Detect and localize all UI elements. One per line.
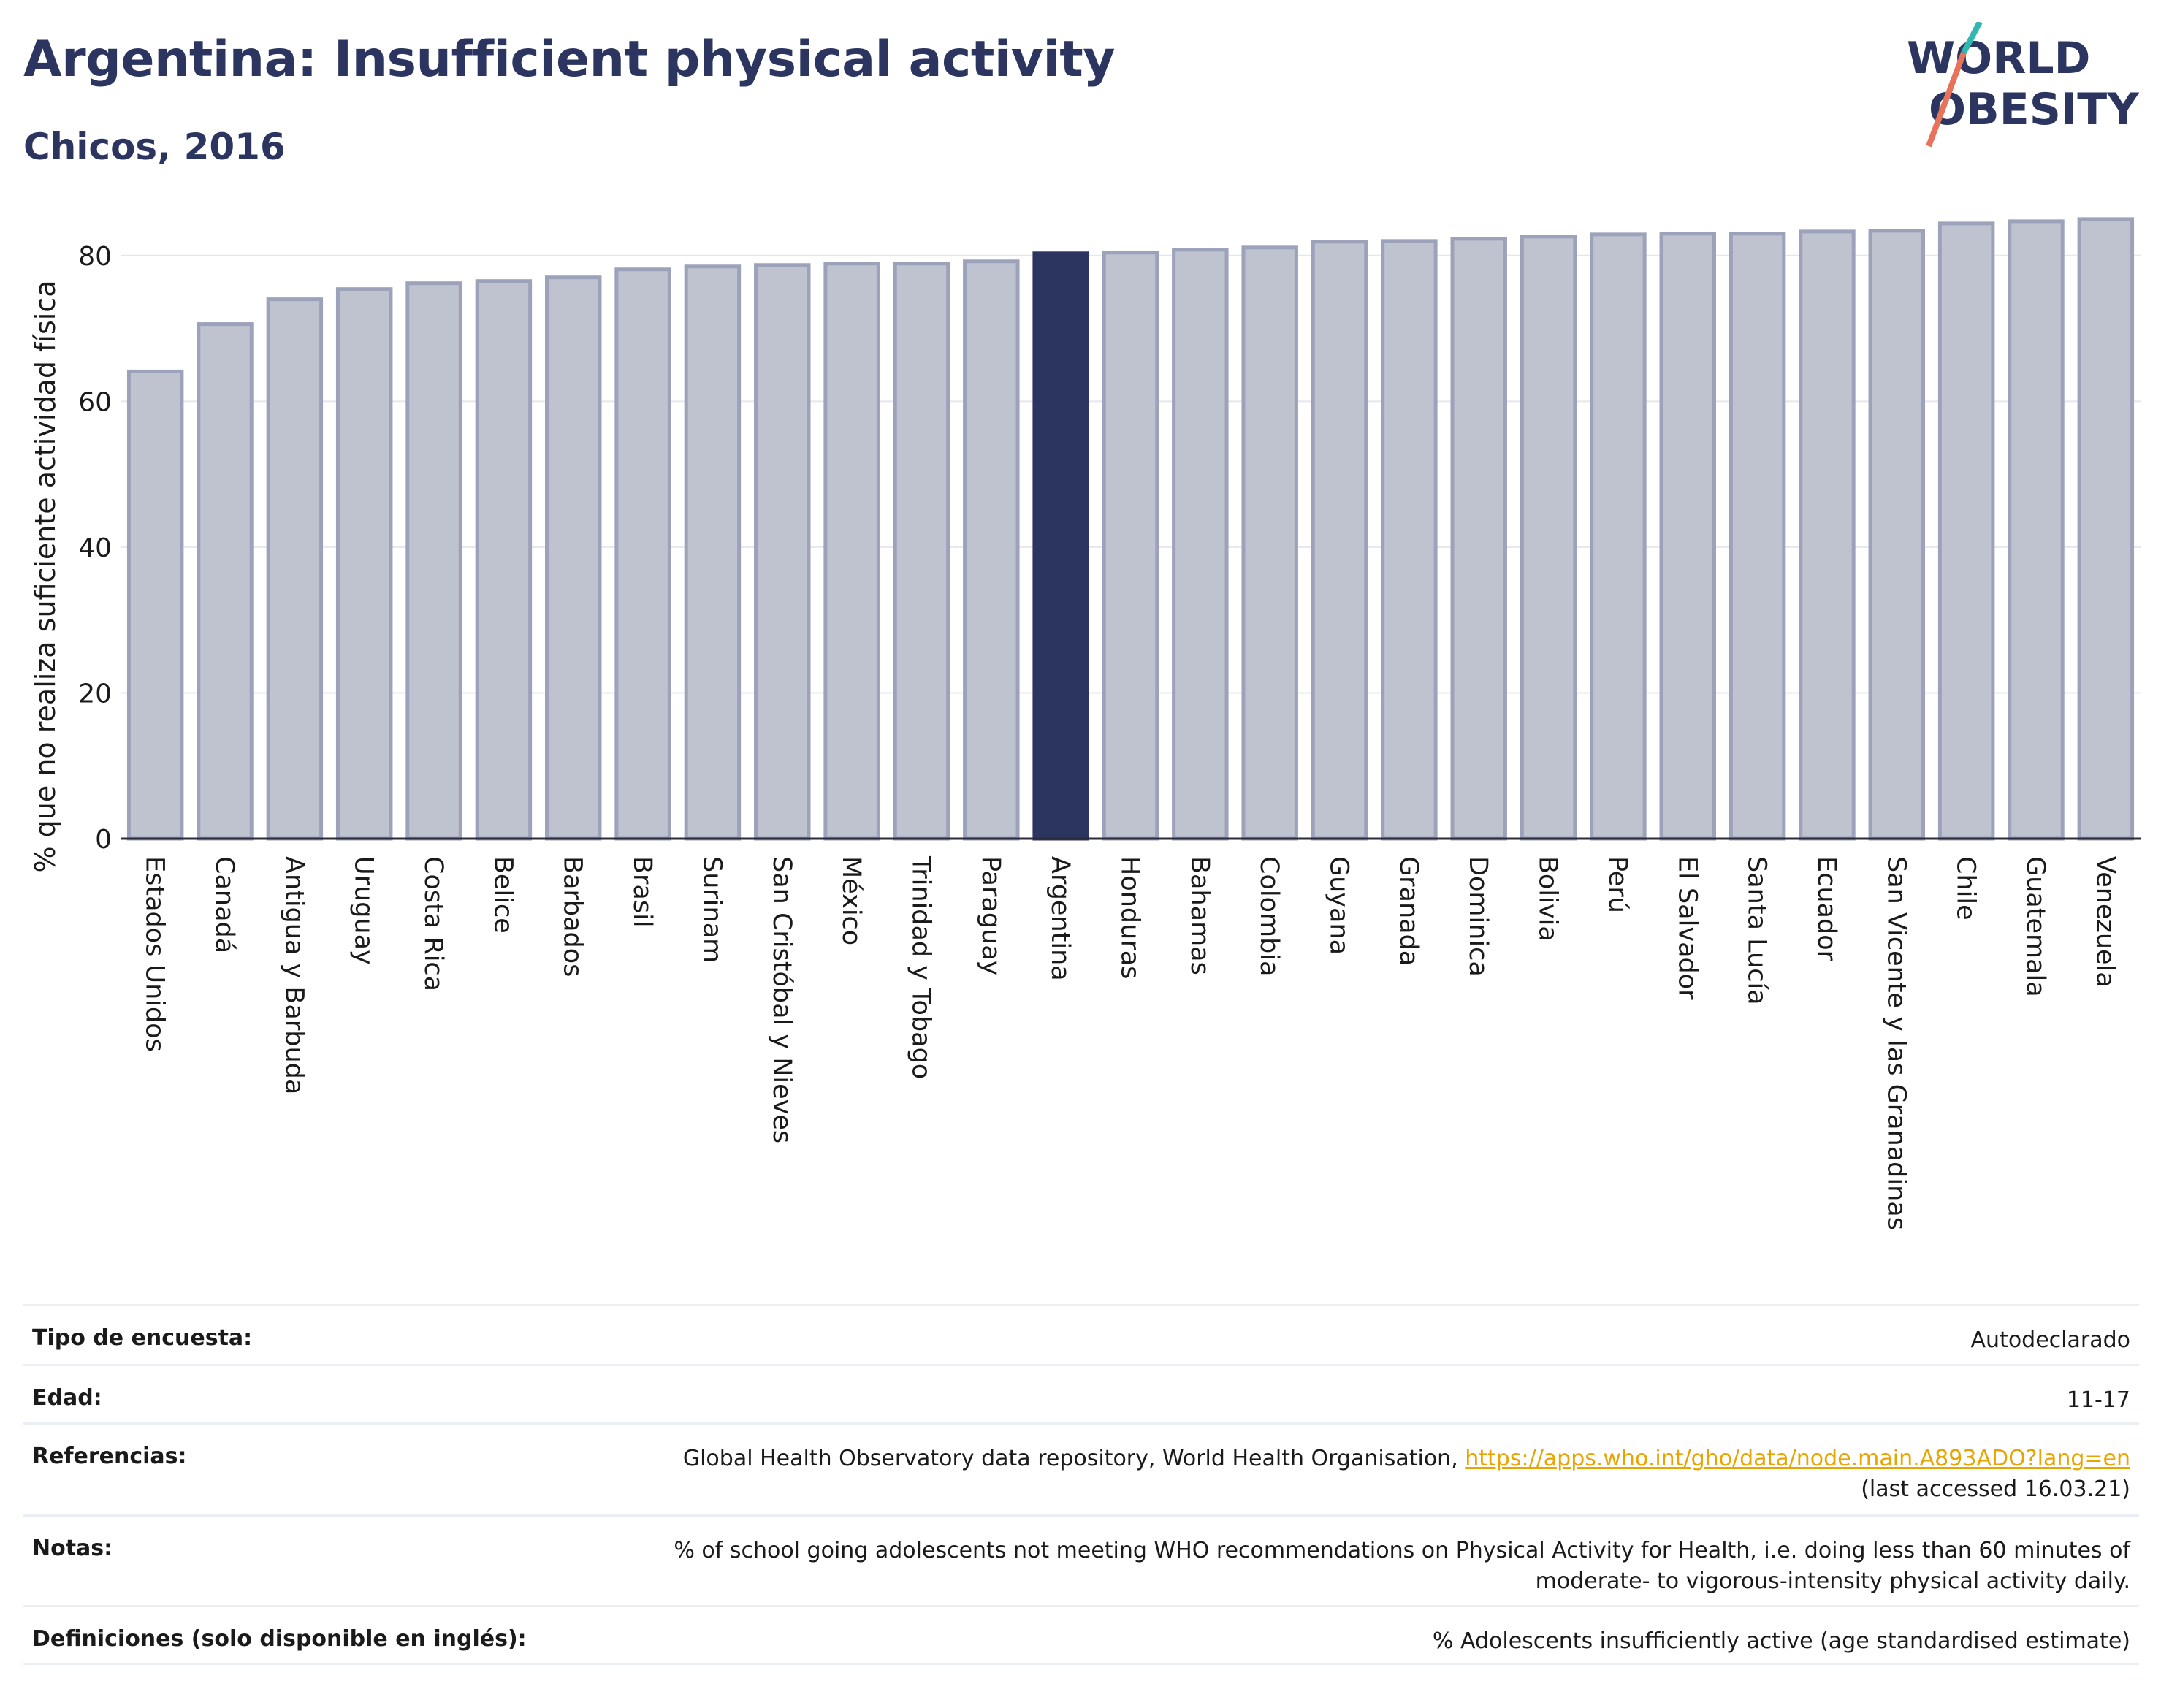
bar bbox=[2008, 219, 2065, 841]
logo-slash-teal bbox=[1961, 22, 1983, 54]
world-obesity-logo: WORLD OBESITY bbox=[1907, 22, 2140, 148]
x-tick-label: Bahamas bbox=[1185, 856, 1214, 975]
bar bbox=[614, 267, 671, 841]
notes-line-1: % of school going adolescents not meetin… bbox=[674, 1538, 2130, 1563]
x-tick-label: Argentina bbox=[1045, 856, 1075, 981]
bar bbox=[2077, 217, 2135, 841]
info-row-age: Edad: 11-17 bbox=[23, 1364, 2139, 1422]
bar bbox=[893, 262, 950, 841]
x-tick-label: Barbados bbox=[558, 856, 587, 977]
bar bbox=[475, 279, 533, 841]
info-value: % Adolescents insufficiently active (age… bbox=[1432, 1628, 2130, 1654]
x-tick-label: Surinam bbox=[697, 856, 726, 963]
y-tick-label: 80 bbox=[78, 242, 112, 272]
bar bbox=[1520, 235, 1577, 841]
reference-accessed: (last accessed 16.03.21) bbox=[1861, 1476, 2130, 1502]
x-tick-label: Brasil bbox=[628, 856, 657, 928]
bar-chart: 0 20 40 60 80 Estados Unidos Canadá Antigua y B… bbox=[29, 217, 2141, 1230]
bar bbox=[1937, 221, 1995, 841]
logo-line-1: WORLD bbox=[1907, 33, 2090, 84]
logo-line-2: OBESITY bbox=[1929, 84, 2140, 135]
info-row-definitions: Definiciones (solo disponible en inglés)… bbox=[23, 1605, 2139, 1665]
x-tick-label: Dominica bbox=[1463, 856, 1493, 977]
y-tick-label: 60 bbox=[78, 387, 112, 417]
bar bbox=[545, 275, 602, 841]
x-tick-label: Santa Lucía bbox=[1742, 856, 1772, 1005]
bar bbox=[335, 287, 393, 841]
notes-line-2: moderate- to vigorous-intensity physical… bbox=[1535, 1568, 2130, 1594]
x-tick-label: Trinidad y Tobago bbox=[906, 855, 935, 1079]
bar-highlight bbox=[1032, 251, 1089, 841]
x-tick-label: Venezuela bbox=[2090, 856, 2119, 988]
x-tick-label: Paraguay bbox=[976, 856, 1005, 975]
x-tick-label: Bolivia bbox=[1533, 856, 1563, 942]
reference-link[interactable]: https://apps.who.int/gho/data/node.main.… bbox=[1465, 1446, 2130, 1471]
x-tick-label: San Cristóbal y Nieves bbox=[767, 856, 796, 1143]
info-value: Global Health Observatory data repositor… bbox=[683, 1444, 2130, 1505]
bar bbox=[1241, 245, 1298, 841]
bar bbox=[1102, 251, 1159, 841]
info-table: Tipo de encuesta: Autodeclarado Edad: 11… bbox=[23, 1304, 2139, 1665]
y-tick-label: 40 bbox=[78, 533, 112, 563]
x-tick-label: México bbox=[836, 856, 866, 945]
bars-layer bbox=[126, 217, 2135, 841]
x-tick-label: Chile bbox=[1951, 856, 1981, 920]
x-tick-label: Granada bbox=[1394, 856, 1423, 966]
x-tick-label: Perú bbox=[1603, 856, 1632, 913]
bar bbox=[1381, 239, 1438, 841]
x-tick-label: Honduras bbox=[1116, 856, 1145, 979]
x-tick-label: Belice bbox=[488, 856, 517, 934]
info-row-references: Referencias: Global Health Observatory d… bbox=[23, 1422, 2139, 1514]
x-tick-label: Guatemala bbox=[2021, 856, 2050, 997]
bar bbox=[754, 263, 811, 841]
bar bbox=[126, 369, 184, 841]
y-tick-label: 20 bbox=[78, 679, 112, 709]
x-tick-label: Estados Unidos bbox=[140, 856, 169, 1052]
info-value: Autodeclarado bbox=[1970, 1327, 2130, 1353]
bar bbox=[1729, 232, 1786, 841]
x-tick-label: Colombia bbox=[1254, 856, 1284, 976]
bar bbox=[266, 297, 324, 841]
x-tick-label: Guyana bbox=[1325, 856, 1354, 955]
info-label: Definiciones (solo disponible en inglés)… bbox=[32, 1626, 527, 1652]
info-label: Referencias: bbox=[32, 1444, 187, 1469]
bar bbox=[1799, 229, 1856, 841]
bar bbox=[823, 262, 880, 841]
bar bbox=[684, 264, 742, 841]
x-tick-label: El Salvador bbox=[1672, 856, 1701, 1000]
chart-title: Argentina: Insufficient physical activit… bbox=[23, 31, 1116, 88]
bar bbox=[1311, 240, 1368, 841]
bar bbox=[1172, 248, 1229, 841]
x-tick-label: Antigua y Barbuda bbox=[279, 856, 308, 1094]
x-tick-label: San Vicente y las Granadinas bbox=[1881, 856, 1910, 1230]
bar bbox=[1868, 229, 1926, 841]
reference-text: Global Health Observatory data repositor… bbox=[682, 1446, 1466, 1471]
bar bbox=[1450, 237, 1507, 841]
info-row-notes: Notas: % of school going adolescents not… bbox=[23, 1514, 2139, 1605]
info-label: Tipo de encuesta: bbox=[32, 1325, 253, 1351]
info-value: % of school going adolescents not meetin… bbox=[674, 1536, 2130, 1597]
bar bbox=[405, 281, 462, 841]
y-axis-label: % que no realiza suficiente actividad fí… bbox=[29, 281, 61, 873]
x-tick-label: Canadá bbox=[210, 856, 239, 953]
info-row-survey-type: Tipo de encuesta: Autodeclarado bbox=[23, 1304, 2139, 1364]
bar bbox=[1659, 232, 1716, 841]
x-tick-label: Costa Rica bbox=[419, 856, 448, 991]
x-tick-label: Uruguay bbox=[349, 856, 378, 965]
y-tick-label: 0 bbox=[95, 825, 112, 855]
info-label: Edad: bbox=[32, 1385, 102, 1411]
x-tick-label: Ecuador bbox=[1812, 856, 1841, 961]
bar bbox=[1590, 232, 1647, 841]
info-label: Notas: bbox=[32, 1536, 113, 1561]
bar bbox=[963, 259, 1020, 841]
logo-slash-coral bbox=[1926, 51, 1967, 148]
chart-subtitle: Chicos, 2016 bbox=[23, 126, 286, 168]
axis-layer: 0 20 40 60 80 Estados Unidos Canadá Antigua y B… bbox=[78, 242, 2141, 1230]
bar bbox=[197, 322, 254, 841]
info-value: 11-17 bbox=[2066, 1387, 2130, 1413]
